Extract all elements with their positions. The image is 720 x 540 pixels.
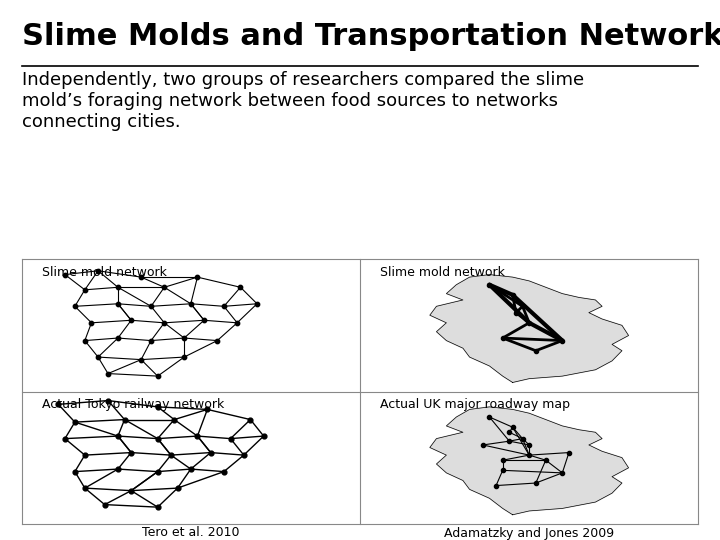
- Point: [112, 465, 124, 474]
- Point: [125, 316, 137, 325]
- Point: [172, 484, 184, 492]
- Point: [125, 448, 137, 457]
- Point: [152, 372, 163, 380]
- Point: [152, 467, 163, 476]
- Point: [152, 403, 163, 411]
- Point: [192, 273, 203, 281]
- Point: [218, 467, 230, 476]
- Point: [225, 434, 236, 443]
- Point: [145, 336, 157, 345]
- Point: [152, 434, 163, 443]
- Point: [69, 418, 81, 427]
- Text: Tero et al. 2010: Tero et al. 2010: [142, 526, 240, 539]
- Text: Actual UK major roadway map: Actual UK major roadway map: [380, 398, 570, 411]
- Point: [112, 283, 124, 292]
- Text: Slime Molds and Transportation Networks: Slime Molds and Transportation Networks: [22, 22, 720, 51]
- Text: Slime mold network: Slime mold network: [42, 266, 166, 279]
- Point: [102, 396, 114, 405]
- Point: [198, 316, 210, 325]
- Polygon shape: [430, 274, 629, 382]
- Point: [79, 484, 91, 492]
- Point: [112, 432, 124, 441]
- Point: [112, 300, 124, 308]
- Point: [245, 415, 256, 424]
- Point: [238, 451, 250, 460]
- Point: [165, 451, 176, 460]
- Point: [69, 467, 81, 476]
- Point: [135, 355, 147, 364]
- Point: [231, 319, 243, 327]
- Point: [119, 415, 130, 424]
- Point: [235, 283, 246, 292]
- Point: [185, 465, 197, 474]
- Point: [79, 336, 91, 345]
- Point: [192, 432, 203, 441]
- Point: [53, 400, 64, 409]
- Point: [99, 500, 110, 509]
- Point: [152, 503, 163, 511]
- Point: [202, 405, 213, 414]
- Point: [158, 283, 170, 292]
- Point: [86, 319, 97, 327]
- Point: [179, 353, 190, 361]
- Point: [251, 300, 263, 308]
- Point: [79, 451, 91, 460]
- Text: Adamatzky and Jones 2009: Adamatzky and Jones 2009: [444, 526, 614, 539]
- Point: [59, 434, 71, 443]
- Point: [92, 353, 104, 361]
- Polygon shape: [430, 407, 629, 515]
- Point: [145, 302, 157, 310]
- Point: [179, 334, 190, 342]
- Text: Independently, two groups of researchers compared the slime
mold’s foraging netw: Independently, two groups of researchers…: [22, 71, 584, 131]
- Point: [205, 448, 217, 457]
- Text: Actual Tokyo railway network: Actual Tokyo railway network: [42, 398, 224, 411]
- Point: [258, 432, 269, 441]
- Point: [135, 273, 147, 281]
- Point: [168, 415, 180, 424]
- Point: [102, 369, 114, 378]
- Point: [218, 302, 230, 310]
- Point: [125, 487, 137, 495]
- Point: [185, 300, 197, 308]
- Point: [79, 286, 91, 294]
- Point: [158, 319, 170, 327]
- Point: [69, 302, 81, 310]
- Point: [212, 336, 223, 345]
- Point: [112, 334, 124, 342]
- Point: [92, 266, 104, 275]
- Text: Slime mold network: Slime mold network: [380, 266, 505, 279]
- Point: [59, 270, 71, 279]
